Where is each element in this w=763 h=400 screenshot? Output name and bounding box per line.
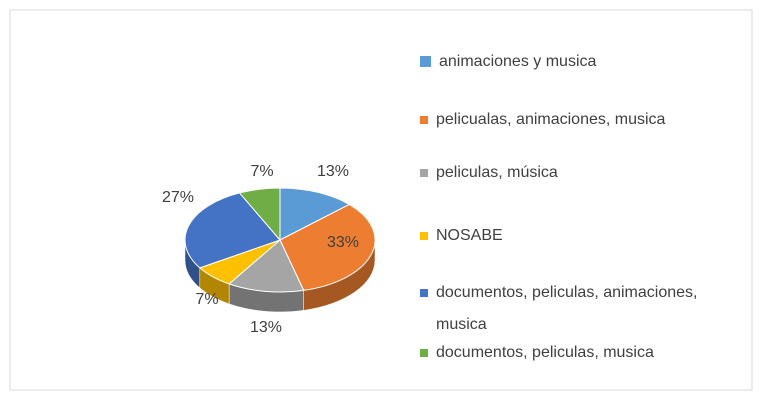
legend-swatch [420,232,428,240]
legend-swatch [420,349,428,357]
slice [238,187,281,242]
slice [228,239,305,293]
legend-swatch [420,289,428,297]
slice [279,187,351,241]
legend-label: NOSABE [436,227,503,244]
legend-label: documentos, peliculas, animaciones, musi… [436,284,698,333]
legend-item: documentos, peliculas, animaciones, musi… [420,277,750,341]
data-label: 27% [162,189,194,206]
data-label: 13% [250,319,282,336]
legend-swatch [420,56,431,67]
data-label: 13% [317,163,349,180]
legend-label: documentos, peliculas, musica [436,344,654,361]
slice [184,192,281,269]
legend-item: documentos, peliculas, musica [420,337,750,369]
legend-swatch [420,116,428,124]
data-label: 7% [250,163,273,180]
legend-item: peliculas, música [420,157,750,189]
legend-swatch [420,169,428,177]
legend-label: animaciones y musica [439,53,597,70]
legend-label: pelicualas, animaciones, musica [436,111,666,128]
legend-label: peliculas, música [436,164,558,181]
legend-item: pelicualas, animaciones, musica [420,104,750,136]
legend-item: animaciones y musica [420,46,750,78]
data-label: 7% [195,291,218,308]
slice [279,203,376,291]
frame [9,9,753,391]
data-label: 33% [327,234,359,251]
legend-item: NOSABE [420,220,750,252]
